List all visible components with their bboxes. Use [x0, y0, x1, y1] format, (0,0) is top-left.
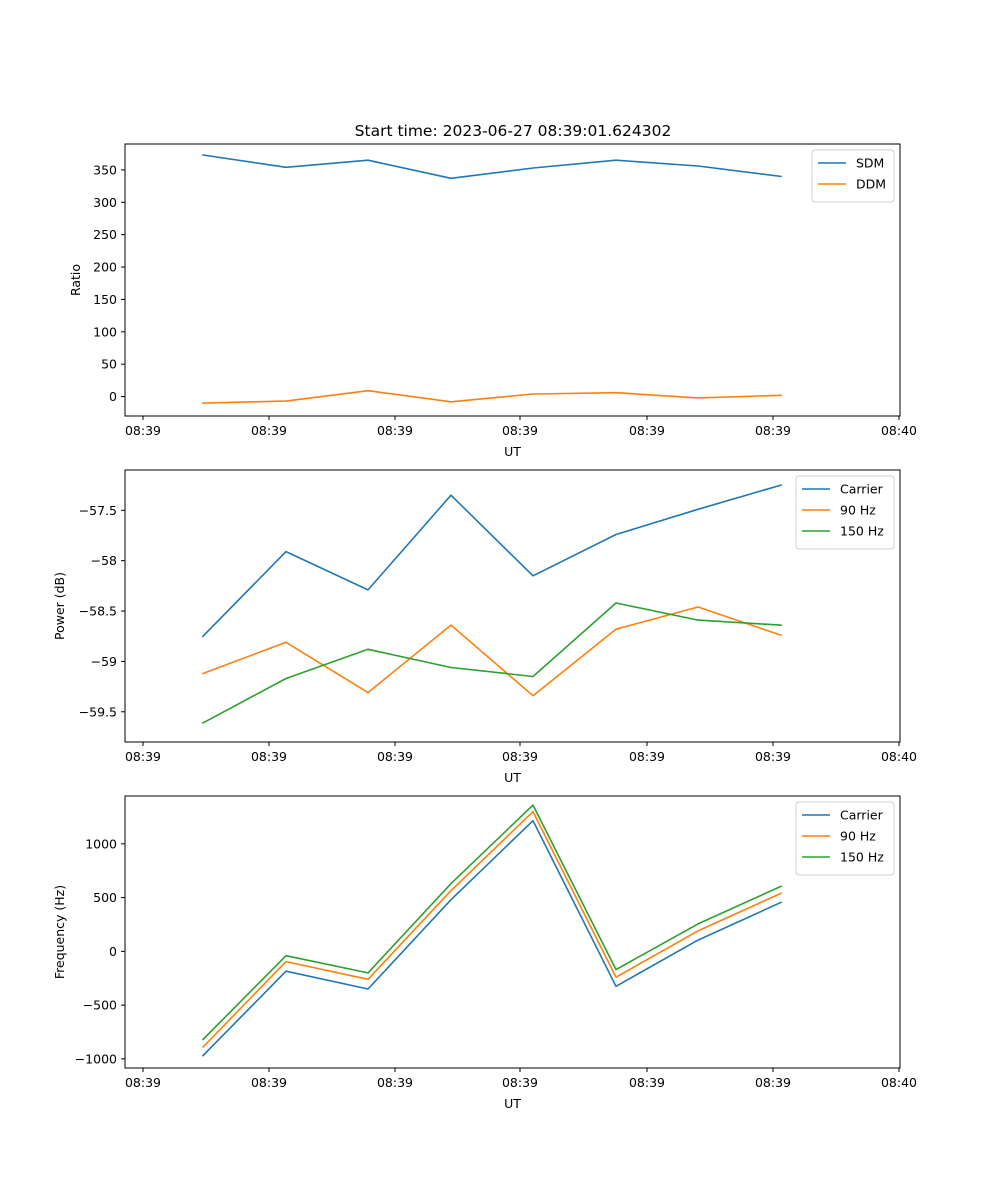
y-axis-label: Power (dB) [52, 572, 67, 640]
legend: SDM DDM [811, 149, 895, 203]
x-tick-label: 08:39 [755, 1075, 791, 1090]
x-tick-label: 08:39 [755, 749, 791, 764]
x-tick-label: 08:39 [125, 423, 161, 438]
y-tick-label: −58 [91, 553, 117, 568]
y-tick-label: 100 [93, 324, 117, 339]
axes-frame [124, 795, 901, 1069]
legend-entry: 150 Hz [840, 524, 884, 539]
y-tick-label: 1000 [85, 836, 117, 851]
series-line-150-hz [201, 602, 782, 724]
x-tick-label: 08:39 [502, 1075, 538, 1090]
x-tick-label: 08:39 [251, 749, 287, 764]
x-tick-label: 08:39 [251, 423, 287, 438]
axes-frame [124, 143, 901, 417]
series-line-ddm [202, 389, 782, 404]
x-tick-label: 08:39 [377, 1075, 413, 1090]
y-tick-label: 150 [93, 292, 117, 307]
legend: Carrier 90 Hz 150 Hz [795, 475, 895, 550]
legend-entry: 150 Hz [840, 850, 884, 865]
x-axis-label: UT [504, 770, 521, 785]
x-tick-label: 08:39 [251, 1075, 287, 1090]
x-tick-label: 08:39 [629, 423, 665, 438]
x-tick-label: 08:39 [755, 423, 791, 438]
y-tick-label: −1000 [75, 1051, 117, 1066]
y-tick-label: 500 [93, 890, 117, 905]
y-tick-label: 300 [93, 195, 117, 210]
x-tick-label: 08:39 [125, 1075, 161, 1090]
x-tick-label: 08:39 [502, 749, 538, 764]
legend-entry: Carrier [840, 808, 884, 823]
x-tick-label: 08:40 [881, 423, 917, 438]
series-line-sdm [202, 154, 782, 180]
x-tick-label: 08:39 [377, 749, 413, 764]
y-tick-label: 200 [93, 260, 117, 275]
x-tick-label: 08:39 [125, 749, 161, 764]
x-tick-label: 08:40 [881, 749, 917, 764]
series-line-150-hz [201, 804, 783, 1041]
y-axis-label: Ratio [68, 264, 83, 296]
y-tick-label: 50 [101, 357, 117, 372]
legend-entry: 90 Hz [840, 829, 876, 844]
x-axis-label: UT [504, 444, 521, 459]
chart-panel: 08:39 08:39 08:39 08:39 08:39 08:39 08:40 −59.5… [52, 469, 917, 785]
legend-entry: SDM [856, 156, 884, 171]
y-tick-label: −57.5 [79, 503, 117, 518]
chart-panel: 08:39 08:39 08:39 08:39 08:39 08:39 08:40 0 50 10… [68, 143, 917, 459]
y-tick-label: 250 [93, 227, 117, 242]
axes-frame [124, 469, 901, 743]
series-line-carrier [201, 484, 782, 638]
y-tick-label: −59 [91, 654, 117, 669]
legend-entry: 90 Hz [840, 503, 876, 518]
y-tick-label: −500 [83, 998, 117, 1013]
y-tick-label: 350 [93, 162, 117, 177]
y-tick-label: 0 [109, 944, 117, 959]
x-tick-label: 08:39 [377, 423, 413, 438]
chart-title: Start time: 2023-06-27 08:39:01.624302 [355, 122, 672, 140]
x-tick-label: 08:40 [881, 1075, 917, 1090]
y-tick-label: 0 [109, 389, 117, 404]
chart-panel: 08:39 08:39 08:39 08:39 08:39 08:39 08:40 −1000… [52, 795, 917, 1111]
series-line-90-hz [201, 606, 783, 697]
y-tick-label: −58.5 [79, 604, 117, 619]
x-tick-label: 08:39 [502, 423, 538, 438]
chart-panels: 08:39 08:39 08:39 08:39 08:39 08:39 08:40 0 50 10… [52, 143, 917, 1111]
series-line-carrier [201, 819, 783, 1057]
x-axis-label: UT [504, 1096, 521, 1111]
y-tick-label: −59.5 [79, 704, 117, 719]
x-tick-label: 08:39 [629, 1075, 665, 1090]
x-tick-label: 08:39 [629, 749, 665, 764]
y-axis-label: Frequency (Hz) [52, 885, 67, 979]
legend: Carrier 90 Hz 150 Hz [795, 801, 895, 876]
legend-entry: DDM [856, 177, 886, 192]
legend-entry: Carrier [840, 482, 884, 497]
series-line-90-hz [201, 810, 783, 1049]
